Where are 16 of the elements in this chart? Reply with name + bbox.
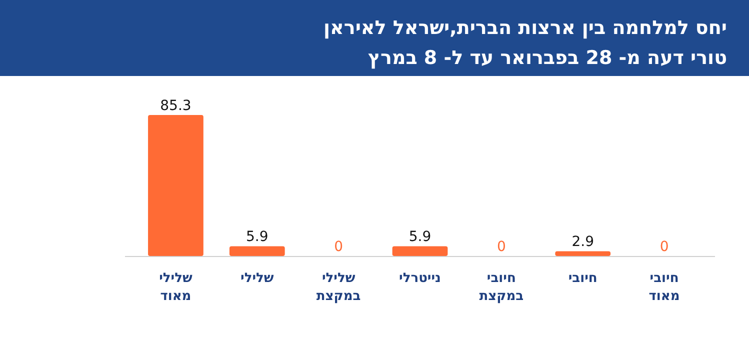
x-tick-label: נייטרלי (399, 271, 441, 286)
data-label: 0 (496, 239, 506, 255)
data-label: 0 (334, 239, 344, 255)
chart-title: יחס למלחמה בין ארצות הברית,ישראל לאיראן (324, 17, 727, 39)
x-tick-label: שלילי במקצת (316, 271, 361, 304)
x-tick-label: חיובי במקצת (479, 271, 524, 304)
data-label: 85.3 (160, 98, 192, 114)
x-tick-label: חיובי מאוד (648, 271, 680, 304)
chart-subtitle: טורי דעה מ- 28 בפברואר עד ל- 8 במרץ (368, 47, 727, 69)
x-tick-label: שלילי (240, 271, 274, 286)
data-label: 5.9 (246, 229, 268, 246)
data-label: 0 (660, 239, 669, 255)
x-tick-label: חיובי (568, 271, 598, 286)
x-tick-label: שלילי מאוד (159, 271, 192, 304)
data-label: 5.9 (408, 229, 432, 246)
data-label: 2.9 (572, 234, 594, 250)
